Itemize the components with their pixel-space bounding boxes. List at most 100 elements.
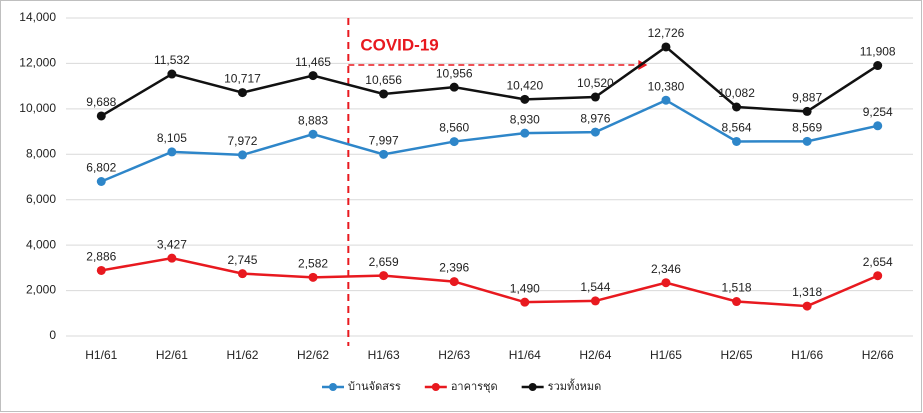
data-point [167,253,177,263]
data-point [167,147,177,157]
data-label: 2,886 [86,250,116,264]
data-point [661,95,671,105]
y-tick-label: 14,000 [19,10,56,24]
annotation: COVID-19 [360,35,438,54]
data-point [308,272,318,282]
data-point [520,94,530,104]
y-tick-label: 6,000 [26,192,56,206]
data-point [96,111,106,121]
data-label: 7,972 [227,134,257,148]
data-point [308,71,318,81]
data-point [379,89,389,99]
data-label: 2,582 [298,257,328,271]
data-point [661,278,671,288]
data-label: 11,908 [860,45,896,59]
data-label: 10,380 [648,79,685,93]
data-label: 2,654 [863,255,893,269]
data-label: 6,802 [86,161,116,175]
series-line [100,98,878,183]
data-point [308,129,318,139]
data-label: 10,420 [506,78,543,92]
x-tick-label: H1/63 [368,348,400,362]
data-label: 3,427 [157,237,187,251]
data-label: 9,254 [863,105,893,119]
x-tick-label: H1/61 [85,348,117,362]
x-tick-label: H2/66 [862,348,894,362]
y-tick-label: 0 [49,328,56,342]
series-line [101,256,879,308]
data-label: 11,532 [154,53,190,67]
legend-marker [528,383,537,391]
legend-marker [329,383,337,391]
data-point [237,150,247,160]
data-point [96,176,106,186]
y-tick-label: 10,000 [19,101,56,115]
y-tick-label: 4,000 [26,237,56,251]
data-point [873,121,883,131]
data-label: 8,105 [157,131,187,145]
data-label: 7,997 [369,134,399,148]
data-point [237,88,247,98]
data-label: 10,082 [718,86,755,100]
x-tick-label: H2/65 [721,348,753,362]
data-point [379,271,389,281]
data-label: 10,656 [365,73,402,87]
data-point [449,137,459,147]
y-tick-label: 12,000 [19,56,56,70]
data-point [520,128,530,138]
y-tick-label: 8,000 [26,146,56,160]
data-label: 10,956 [436,66,473,80]
covid-arrow-head [638,60,648,70]
data-point [873,61,883,71]
legend-label: อาคารชุด [451,381,498,393]
data-label: 8,560 [439,121,469,135]
data-label: 8,564 [722,121,752,135]
data-point [873,271,883,281]
x-tick-label: H2/64 [579,348,611,362]
data-label: 2,346 [651,262,681,276]
data-point [96,265,106,275]
x-tick-label: H1/64 [509,348,541,362]
data-label: 11,465 [295,55,331,69]
data-point [590,127,600,137]
data-label: 10,520 [577,76,614,90]
data-label: 8,569 [792,121,822,135]
data-point [661,42,671,52]
data-label: 12,726 [648,26,685,40]
data-label: 1,318 [792,285,822,299]
data-point [732,297,742,307]
data-point [732,102,742,112]
data-point [237,269,247,279]
data-label: 1,490 [510,281,540,295]
legend-marker [431,383,440,391]
data-point [590,92,600,102]
data-point [449,277,459,287]
y-tick-label: 2,000 [26,283,56,297]
x-tick-label: H1/65 [650,348,682,362]
data-label: 8,976 [580,111,610,125]
legend-label: บ้านจัดสรร [348,381,401,393]
data-point [167,69,177,79]
data-label: 9,887 [792,91,822,105]
data-label: 1,544 [580,280,610,294]
legend-label: รวมทั้งหมด [548,378,602,393]
data-point [449,82,459,92]
data-label: 2,396 [439,261,469,275]
data-point [379,149,389,159]
data-label: 8,883 [298,113,328,127]
data-label: 1,518 [722,281,752,295]
data-label: 9,688 [86,95,116,109]
x-tick-label: H1/66 [791,348,823,362]
series-line [100,45,879,118]
x-tick-label: H2/62 [297,348,329,362]
data-label: 10,717 [224,72,261,86]
x-tick-label: H2/61 [156,348,188,362]
data-label: 2,745 [227,253,257,267]
data-label: 2,659 [369,255,399,269]
data-point [520,297,530,307]
x-tick-label: H1/62 [226,348,258,362]
data-point [802,106,812,116]
data-point [802,301,812,311]
